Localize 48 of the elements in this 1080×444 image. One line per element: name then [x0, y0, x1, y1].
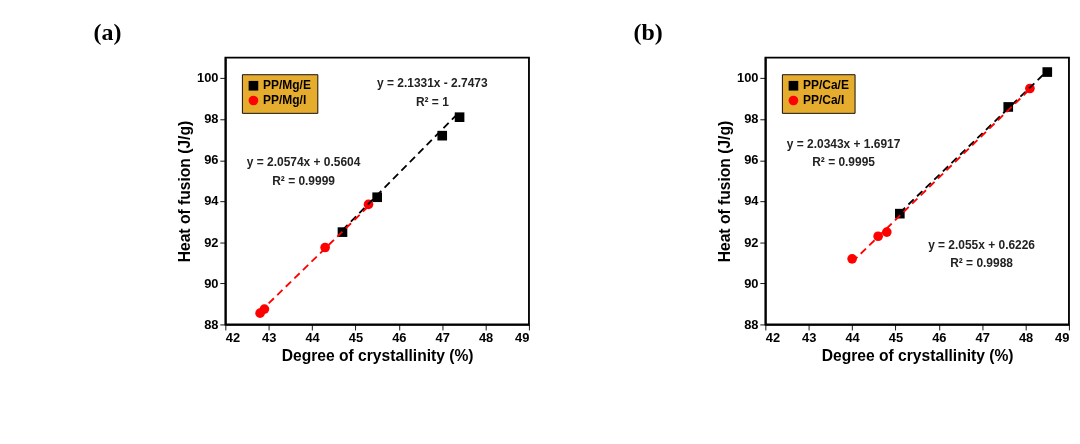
annotation: y = 2.0574x + 0.5604: [246, 155, 361, 170]
annotation: R² = 0.9988: [950, 256, 1014, 271]
y-tick-label: 90: [744, 275, 759, 291]
y-tick-label: 88: [204, 316, 219, 332]
legend-label: PP/Ca/E: [803, 78, 849, 93]
y-axis-title: Heat of fusion (J/g): [715, 120, 733, 263]
y-tick-label: 88: [744, 316, 759, 332]
y-tick-label: 94: [204, 193, 220, 209]
y-axis-title: Heat of fusion (J/g): [175, 120, 193, 263]
x-tick-label: 48: [1018, 330, 1034, 346]
x-tick-label: 49: [515, 330, 530, 346]
y-tick-label: 96: [744, 152, 759, 168]
x-tick-label: 45: [348, 330, 364, 346]
x-tick-label: 45: [888, 330, 904, 346]
x-tick-label: 43: [262, 330, 277, 346]
x-tick-label: 47: [975, 330, 990, 346]
annotation: R² = 1: [415, 94, 450, 109]
annotation: R² = 0.9999: [272, 173, 336, 188]
legend-label: PP/Mg/I: [263, 93, 307, 108]
x-tick-label: 44: [845, 330, 861, 346]
x-tick-label: 44: [305, 330, 321, 346]
annotation: y = 2.0343x + 1.6917: [786, 136, 901, 151]
legend-label: PP/Mg/E: [263, 78, 311, 93]
legend-label: PP/Ca/I: [803, 93, 845, 108]
y-tick-label: 100: [737, 70, 759, 86]
annotation: y = 2.055x + 0.6226: [928, 238, 1036, 253]
y-tick-label: 98: [744, 111, 759, 127]
x-tick-label: 42: [225, 330, 241, 346]
y-tick-label: 96: [204, 152, 219, 168]
annotation: R² = 0.9995: [812, 155, 876, 170]
x-tick-label: 43: [802, 330, 817, 346]
y-tick-label: 92: [204, 234, 219, 250]
x-tick-label: 46: [392, 330, 407, 346]
x-tick-label: 48: [478, 330, 494, 346]
y-tick-label: 94: [744, 193, 760, 209]
y-tick-label: 100: [197, 70, 219, 86]
chart-title: (a): [93, 19, 122, 46]
y-tick-label: 92: [744, 234, 759, 250]
x-tick-label: 46: [932, 330, 947, 346]
x-tick-label: 49: [1055, 330, 1070, 346]
chart-title: (b): [633, 19, 663, 46]
x-tick-label: 42: [765, 330, 781, 346]
annotation: y = 2.1331x - 2.7473: [377, 76, 488, 91]
x-axis-title: Degree of crystallinity (%): [281, 346, 474, 364]
y-tick-label: 98: [204, 111, 219, 127]
y-tick-label: 90: [204, 275, 219, 291]
x-tick-label: 47: [435, 330, 450, 346]
x-axis-title: Degree of crystallinity (%): [821, 346, 1014, 364]
